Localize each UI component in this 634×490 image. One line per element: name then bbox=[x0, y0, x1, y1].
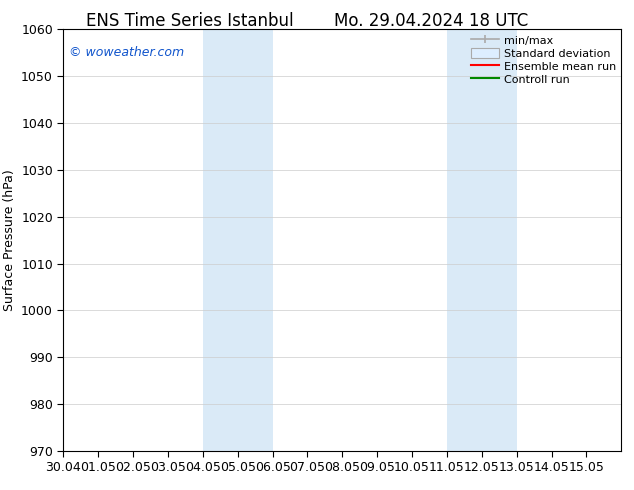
Bar bbox=[447, 29, 482, 451]
Legend: min/max, Standard deviation, Ensemble mean run, Controll run: min/max, Standard deviation, Ensemble me… bbox=[469, 33, 618, 87]
Text: ENS Time Series Istanbul: ENS Time Series Istanbul bbox=[86, 12, 294, 30]
Bar bbox=[482, 29, 517, 451]
Bar bbox=[203, 29, 238, 451]
Text: © woweather.com: © woweather.com bbox=[69, 46, 184, 59]
Y-axis label: Surface Pressure (hPa): Surface Pressure (hPa) bbox=[3, 169, 16, 311]
Bar bbox=[238, 29, 273, 451]
Text: Mo. 29.04.2024 18 UTC: Mo. 29.04.2024 18 UTC bbox=[334, 12, 528, 30]
